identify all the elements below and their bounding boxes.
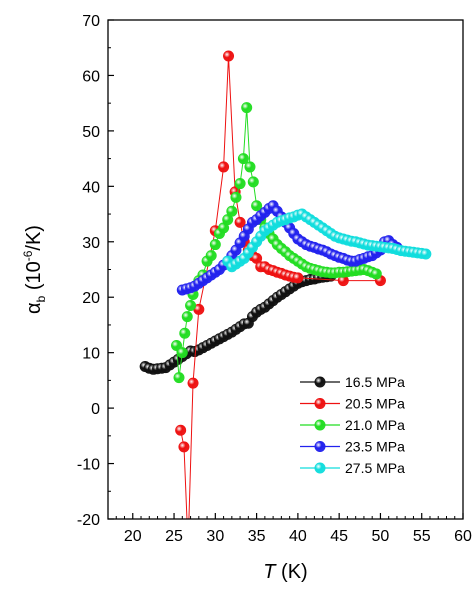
data-point [230, 191, 242, 203]
y-tick-label: -10 [77, 457, 100, 474]
y-axis-title: αb (10-6/K) [21, 225, 48, 314]
y-tick-label: 0 [91, 401, 100, 418]
y-tick-label: 20 [82, 290, 100, 307]
data-point [244, 161, 256, 173]
data-point [247, 176, 259, 188]
x-tick-label: 40 [289, 528, 307, 545]
legend-item: 16.5 MPa [300, 374, 405, 390]
legend-marker [314, 376, 326, 388]
x-tick-label: 30 [206, 528, 224, 545]
y-axis-title-superscript: -6 [21, 250, 35, 261]
x-axis-title-unit: (K) [276, 561, 308, 583]
legend-item: 20.5 MPa [300, 396, 405, 412]
data-point [179, 327, 191, 339]
x-tick-label: 50 [372, 528, 390, 545]
data-point [185, 300, 197, 312]
plot-frame [107, 19, 464, 520]
data-point [292, 272, 304, 284]
data-point [237, 153, 249, 165]
data-point [205, 250, 217, 262]
series-16-5-mpa [139, 270, 337, 375]
x-tick-label: 35 [248, 528, 266, 545]
legend-item: 23.5 MPa [300, 439, 405, 455]
data-point [218, 161, 230, 173]
y-axis-title-post: /K) [23, 225, 45, 251]
x-tick-label: 25 [165, 528, 183, 545]
data-point [234, 216, 246, 228]
y-tick-label: 70 [82, 13, 100, 30]
legend-item: 21.0 MPa [300, 417, 405, 433]
y-tick-label: 50 [82, 124, 100, 141]
y-axis-title-symbol: α [23, 302, 45, 314]
data-point [171, 339, 183, 351]
series-21-0-mpa [171, 102, 382, 384]
y-tick-label: 30 [82, 235, 100, 252]
data-point [187, 377, 199, 389]
legend: 16.5 MPa 20.5 MPa 21.0 MPa 23.5 MPa 27.5 MPa [300, 374, 405, 476]
series-layer [139, 50, 432, 552]
series-23-5-mpa [176, 200, 403, 296]
data-point [420, 248, 432, 260]
data-point [176, 347, 188, 359]
legend-marker [314, 397, 326, 409]
data-point [173, 372, 185, 384]
data-point [181, 311, 193, 323]
legend-label: 20.5 MPa [345, 396, 405, 412]
x-axis-title-symbol: T [263, 561, 277, 583]
legend-item: 27.5 MPa [300, 460, 405, 476]
data-point [251, 200, 263, 212]
legend-label: 23.5 MPa [345, 439, 405, 455]
data-point [175, 424, 187, 436]
x-tick-label: 45 [330, 528, 348, 545]
y-tick-label: 10 [82, 346, 100, 363]
legend-marker [314, 462, 326, 474]
data-point [223, 50, 235, 62]
legend-label: 21.0 MPa [345, 417, 405, 433]
legend-marker [314, 419, 326, 431]
data-point [234, 178, 246, 190]
data-point [226, 205, 238, 217]
x-tick-label: 20 [124, 528, 142, 545]
data-point [370, 268, 382, 280]
data-point [178, 441, 190, 453]
y-tick-label: -20 [77, 512, 100, 529]
series-27-5-mpa [222, 208, 432, 273]
y-axis-title-subscript: b [34, 295, 48, 302]
data-point [183, 542, 193, 552]
data-point [241, 102, 253, 114]
y-tick-label: 40 [82, 179, 100, 196]
legend-label: 27.5 MPa [345, 460, 405, 476]
x-tick-label: 55 [413, 528, 431, 545]
axis-ticks: 20 25 30 35 40 45 50 55 60 -20 -10 0 10 20 30 40 50 60 70 [77, 13, 472, 545]
data-point [209, 239, 221, 251]
x-tick-label: 60 [454, 528, 472, 545]
x-axis-title: T (K) [263, 561, 307, 583]
legend-label: 16.5 MPa [345, 374, 405, 390]
y-axis-title-pre: (10 [23, 261, 45, 295]
y-tick-label: 60 [82, 68, 100, 85]
legend-marker [314, 440, 326, 452]
